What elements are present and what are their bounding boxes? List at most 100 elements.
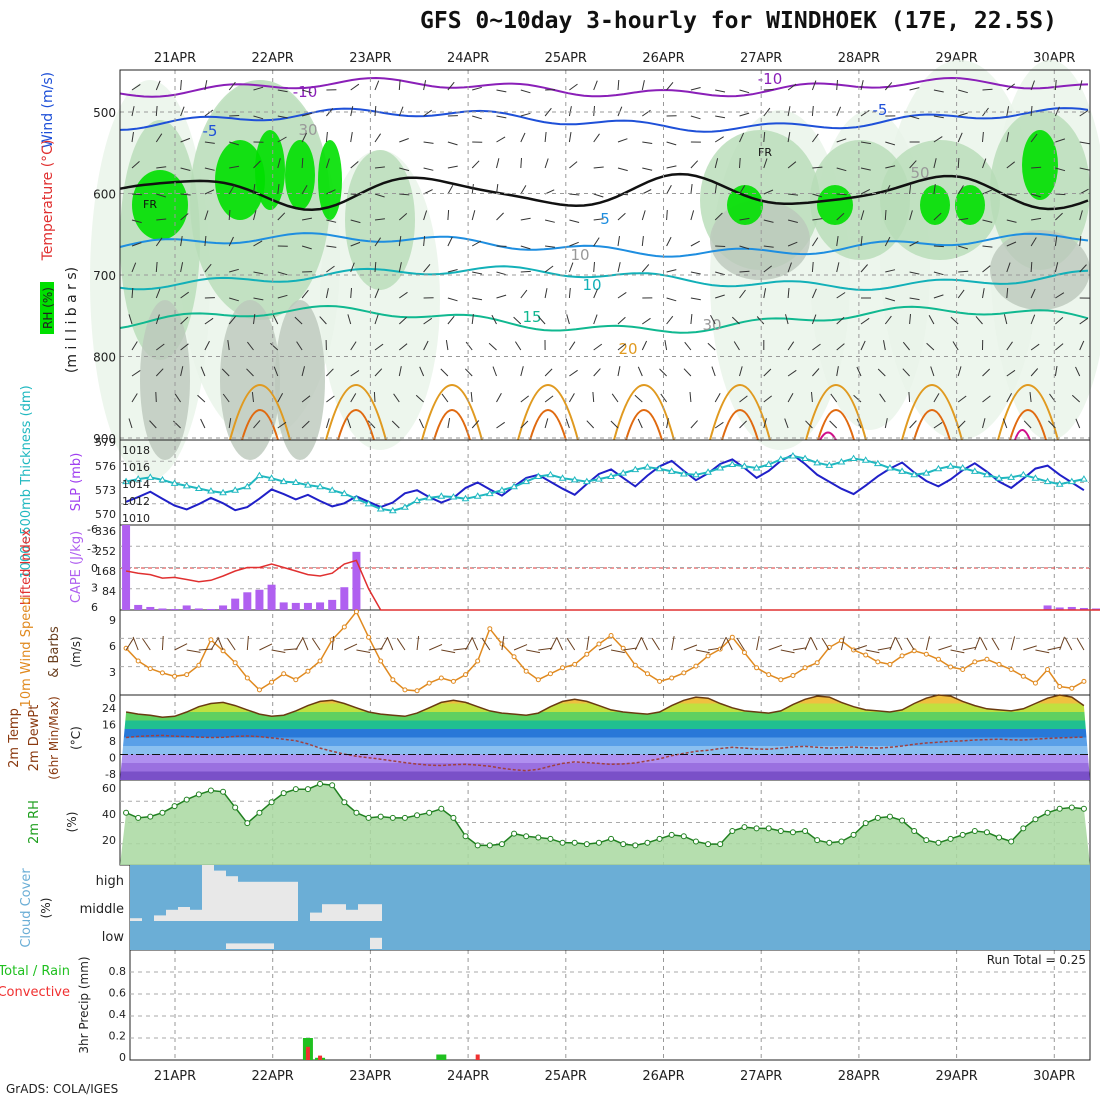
wind-barb xyxy=(884,418,888,429)
wind-barb xyxy=(569,193,580,196)
rh-2m-marker xyxy=(389,814,396,821)
contour-label: -10 xyxy=(293,83,318,101)
wind-barb xyxy=(787,219,798,223)
wind-barb xyxy=(593,314,598,325)
wind-barb xyxy=(1031,166,1042,169)
wind-speed-marker xyxy=(135,658,141,664)
cloud-ylabel-unit: (%) xyxy=(39,898,53,919)
wind-barb xyxy=(642,109,651,117)
wind-barb xyxy=(227,340,230,351)
rh-max-area xyxy=(255,130,285,210)
rh-2m-marker xyxy=(1044,809,1051,816)
rh-legend-swatch xyxy=(40,282,54,334)
slp-marker xyxy=(207,487,215,494)
wind-barb-10m xyxy=(566,637,576,651)
wind-barb xyxy=(200,366,206,377)
wind-barb xyxy=(325,288,329,299)
wind-speed-marker xyxy=(402,687,408,693)
wind-barb xyxy=(544,107,552,117)
rh-2m-marker xyxy=(414,812,421,819)
wind-barb xyxy=(447,141,458,146)
cloud-middle-bar xyxy=(358,904,370,921)
wind-barb xyxy=(374,218,385,221)
contour-label: 5 xyxy=(600,210,610,228)
wind-barb-10m xyxy=(283,648,298,651)
temp-contour-30 xyxy=(1014,429,1031,441)
wind-barb xyxy=(398,316,407,325)
wind-barb xyxy=(933,115,944,119)
precip-ylabel-b: Convective xyxy=(0,985,70,1000)
rh-shade-area xyxy=(345,150,415,290)
wind-tick: 9 xyxy=(109,614,116,627)
wind-speed-marker xyxy=(366,634,372,640)
slp-marker xyxy=(243,482,252,490)
wind-barb xyxy=(180,137,191,143)
wind-speed-marker xyxy=(450,678,456,684)
wind-barb xyxy=(856,366,862,377)
wind-barb-10m xyxy=(991,637,1000,651)
wind-speed-marker xyxy=(475,658,481,664)
wind-speed-marker xyxy=(1032,680,1038,686)
wind-barb xyxy=(836,236,839,247)
wind-barb xyxy=(374,343,384,351)
wind-barb xyxy=(982,418,986,429)
slp-marker xyxy=(910,470,919,478)
wind-barb xyxy=(155,314,160,325)
cloud-low-bar xyxy=(238,943,250,949)
cloud-middle-bar xyxy=(310,912,322,921)
temp-tick: 24 xyxy=(102,702,116,715)
wind-barb xyxy=(272,314,279,325)
wind-barb xyxy=(684,341,692,351)
wind-barb xyxy=(1079,317,1089,325)
wind-barb xyxy=(197,394,206,403)
wind-barb xyxy=(520,270,531,273)
wind-barb xyxy=(1006,392,1013,403)
rh-legend-label: RH (%) xyxy=(41,287,55,329)
slp-marker xyxy=(534,472,543,480)
wind-barb xyxy=(714,393,721,403)
slp-marker xyxy=(461,494,470,502)
wind-speed-marker xyxy=(875,659,881,665)
wind-barb xyxy=(131,393,138,403)
wind-barb xyxy=(933,89,944,93)
wind-barb xyxy=(301,89,312,94)
wind-speed-marker xyxy=(1069,685,1075,691)
cape-bar xyxy=(279,602,288,610)
wind-speed-marker xyxy=(269,679,275,685)
wind-barb-10m xyxy=(526,649,540,654)
wind-barb xyxy=(690,297,701,301)
wind-barb-10m xyxy=(386,636,394,651)
slp-marker xyxy=(886,463,894,471)
wind-barb xyxy=(666,141,677,146)
rh-2m-marker xyxy=(207,787,214,794)
wind-barb-10m xyxy=(556,637,564,651)
wind-speed-marker xyxy=(305,668,311,674)
wind-barb-10m xyxy=(217,636,224,651)
wind-barb xyxy=(715,89,726,93)
wind-barb xyxy=(350,161,359,169)
wind-barb xyxy=(1006,219,1017,223)
rh-2m-marker xyxy=(777,828,784,834)
wind-barb xyxy=(982,395,991,403)
wind-barb xyxy=(739,157,741,169)
wind-barb xyxy=(156,166,167,169)
wind-barb xyxy=(544,418,549,429)
wind-barb xyxy=(1079,110,1089,117)
rh-2m-marker xyxy=(147,813,154,820)
wind-barb-10m xyxy=(962,646,977,651)
wind-barb xyxy=(131,132,134,143)
wind-barb xyxy=(155,80,161,91)
cloud-high-bar xyxy=(274,881,286,893)
wind-barb xyxy=(496,271,507,276)
wind-barb xyxy=(496,115,507,119)
slp-marker xyxy=(1067,477,1076,485)
wind-barb xyxy=(326,189,336,195)
wind-barb xyxy=(200,418,206,429)
wind-barb xyxy=(391,420,400,429)
cape-ylabel: CAPE (J/kg) xyxy=(69,531,84,603)
wind-barb xyxy=(805,420,813,429)
wind-barb xyxy=(787,83,797,91)
slp-marker xyxy=(1080,475,1088,482)
wind-barb xyxy=(787,161,797,169)
wind-barb xyxy=(958,89,968,94)
